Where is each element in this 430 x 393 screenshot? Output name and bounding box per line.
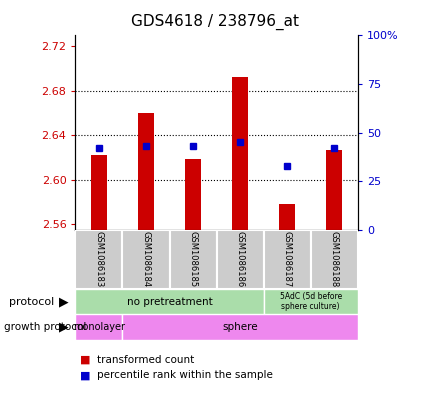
Bar [263, 230, 310, 289]
Text: monolayer: monolayer [73, 322, 125, 332]
Text: GSM1086187: GSM1086187 [282, 231, 291, 288]
Text: transformed count: transformed count [97, 354, 194, 365]
Bar [138, 113, 154, 230]
Text: ■: ■ [80, 370, 90, 380]
Bar [278, 204, 295, 230]
Text: GSM1086186: GSM1086186 [235, 231, 244, 288]
Text: sphere: sphere [222, 322, 257, 332]
Bar [325, 150, 342, 230]
Bar [310, 230, 357, 289]
Bar [216, 230, 263, 289]
Bar [75, 314, 122, 340]
Bar [169, 230, 216, 289]
Text: GSM1086188: GSM1086188 [329, 231, 338, 288]
Text: GSM1086184: GSM1086184 [141, 231, 150, 287]
Text: GSM1086185: GSM1086185 [188, 231, 197, 287]
Text: protocol: protocol [9, 297, 54, 307]
Bar [231, 77, 248, 230]
Text: percentile rank within the sample: percentile rank within the sample [97, 370, 272, 380]
Text: ▶: ▶ [59, 321, 68, 334]
Bar [90, 155, 107, 230]
Bar [75, 289, 263, 314]
Text: GDS4618 / 238796_at: GDS4618 / 238796_at [131, 14, 299, 30]
Text: 5AdC (5d before
sphere culture): 5AdC (5d before sphere culture) [279, 292, 341, 311]
Bar [122, 314, 357, 340]
Bar [122, 230, 169, 289]
Text: GSM1086183: GSM1086183 [94, 231, 103, 288]
Bar [75, 230, 122, 289]
Text: no pretreatment: no pretreatment [126, 297, 212, 307]
Text: ■: ■ [80, 354, 90, 365]
Text: growth protocol: growth protocol [4, 322, 86, 332]
Text: ▶: ▶ [59, 295, 68, 309]
Bar [263, 289, 357, 314]
Bar [184, 159, 201, 230]
